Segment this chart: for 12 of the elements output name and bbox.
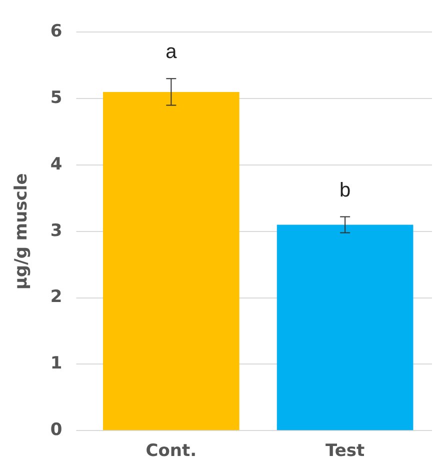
annotation: a (166, 41, 178, 64)
y-tick-label: 5 (50, 88, 62, 108)
y-tick-label: 2 (50, 287, 62, 308)
annotation: b (339, 179, 351, 202)
y-tick-label: 6 (50, 22, 62, 42)
y-axis-title: µg/g muscle (12, 173, 32, 290)
y-tick-label: 3 (50, 220, 62, 241)
y-tick-label: 0 (50, 420, 62, 440)
y-tick-label: 4 (50, 154, 62, 174)
y-tick-label: 1 (50, 354, 62, 374)
x-tick-label: Test (325, 441, 365, 462)
x-tick-label: Cont. (146, 441, 197, 462)
